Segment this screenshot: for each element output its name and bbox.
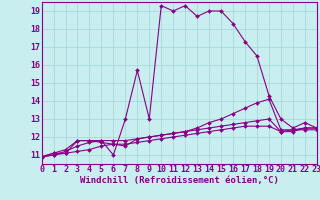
X-axis label: Windchill (Refroidissement éolien,°C): Windchill (Refroidissement éolien,°C)	[80, 176, 279, 185]
